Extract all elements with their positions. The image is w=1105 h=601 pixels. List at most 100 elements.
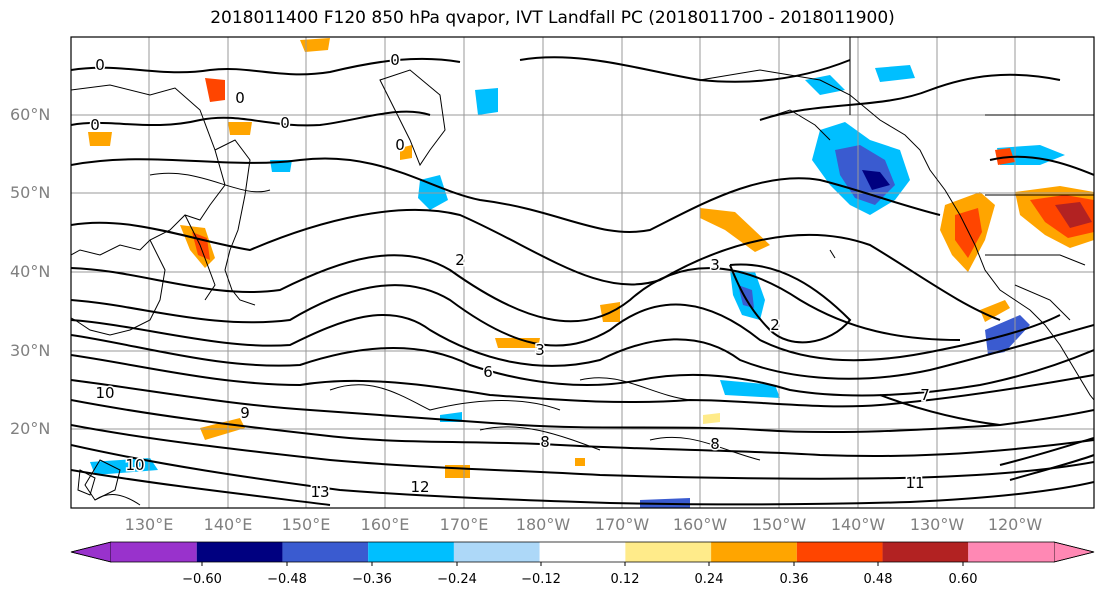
positive-anomaly-patch: [703, 413, 720, 424]
longitude-label: 140°W: [830, 515, 886, 534]
contour-line: [71, 469, 331, 506]
contour-line: [71, 208, 1001, 321]
contour-label: 2: [455, 251, 465, 269]
contour-label: 11: [905, 474, 924, 492]
longitude-label: 170°W: [594, 515, 650, 534]
latitude-label: 60°N: [10, 105, 51, 124]
colorbar-tick-label: −0.60: [182, 572, 222, 587]
negative-anomaly-patch: [90, 458, 158, 475]
longitude-label: 130°E: [124, 515, 174, 534]
contour-line: [329, 384, 561, 411]
contour-label: 9: [240, 404, 250, 422]
latitude-label: 50°N: [10, 183, 51, 202]
colorbar-segment: [196, 542, 283, 562]
latitude-label: 40°N: [10, 262, 51, 281]
contour-line: [71, 314, 1094, 380]
colorbar-tick-label: −0.48: [267, 572, 307, 587]
coastline: [71, 239, 166, 336]
contour-label: 10: [125, 456, 144, 474]
positive-anomaly-patch: [980, 300, 1010, 322]
colorbar-segment: [882, 542, 969, 562]
contour-line: [71, 57, 461, 76]
colorbar-tick-label: −0.36: [352, 572, 392, 587]
map-frame: [70, 36, 1095, 509]
contour-line: [71, 424, 1094, 480]
longitude-label: 160°W: [672, 515, 728, 534]
contour-label: 0: [395, 136, 405, 154]
positive-anomaly-patch: [88, 132, 112, 146]
positive-anomaly-patch: [1055, 202, 1092, 228]
colorbar-outline: [70, 541, 1095, 563]
negative-anomaly-patch: [875, 65, 915, 82]
coastline: [77, 469, 96, 496]
colorbar-segment: [282, 542, 369, 562]
colorbar-extend-high: [1053, 541, 1095, 563]
positive-anomaly-patch: [495, 338, 540, 348]
positive-anomaly-patch: [400, 145, 412, 160]
colorbar-tick-label: 0.48: [863, 572, 893, 587]
contour-line: [71, 399, 1094, 458]
coastline: [985, 254, 1086, 266]
negative-anomaly-patch: [720, 380, 780, 398]
longitude-label: 160°E: [360, 515, 410, 534]
colorbar-segment: [111, 542, 197, 562]
negative-anomaly-patch: [862, 170, 890, 190]
contour-line: [519, 56, 851, 83]
coastline: [699, 69, 1094, 401]
contour-line: [729, 263, 852, 344]
positive-anomaly-patch: [300, 38, 330, 52]
negative-anomaly-patch: [805, 75, 845, 95]
contour-label: 13: [310, 483, 329, 501]
colorbar-segment: [796, 542, 883, 562]
colorbar-extend-low: [70, 541, 112, 563]
colorbar-tick-label: 0.24: [694, 572, 724, 587]
contour-line: [479, 426, 601, 451]
contour-label: 8: [710, 435, 720, 453]
contour-line: [71, 254, 961, 341]
positive-anomaly-patch: [575, 458, 585, 466]
contour-label: 0: [90, 116, 100, 134]
longitude-label: 150°E: [281, 515, 331, 534]
anomaly-shading: [88, 38, 1094, 508]
contour-line: [71, 284, 1061, 362]
contour-label: 0: [280, 114, 290, 132]
contour-line: [649, 436, 761, 461]
contour-line: [1009, 454, 1094, 481]
coastline: [1014, 284, 1071, 321]
contour-label: 3: [710, 256, 720, 274]
contour-label: 3: [535, 341, 545, 359]
contour-line: [71, 157, 941, 234]
longitude-label: 170°E: [439, 515, 489, 534]
coastline: [71, 84, 226, 256]
contour-label: 6: [483, 363, 493, 381]
positive-anomaly-patch: [205, 78, 225, 102]
longitude-label: 120°W: [987, 515, 1043, 534]
contour-label: 7: [920, 386, 930, 404]
contour-line: [759, 73, 1061, 121]
contour-label: 0: [235, 89, 245, 107]
colorbar-segment: [625, 542, 712, 562]
contour-line: [579, 377, 691, 401]
latitude-label: 20°N: [10, 419, 51, 438]
contour-line: [94, 494, 141, 506]
colorbar-tick-label: 0.36: [779, 572, 809, 587]
contour-line: [879, 394, 1001, 426]
contour-line: [71, 379, 1094, 434]
coastline: [184, 214, 216, 301]
colorbar-segment: [968, 542, 1054, 562]
ivt-contours: [71, 56, 1094, 506]
colorbar-tick-label: 0.12: [610, 572, 640, 587]
colorbar-segment: [539, 542, 626, 562]
latitude-label: 30°N: [10, 341, 51, 360]
contour-label: 10: [95, 384, 114, 402]
contour-label: 2: [770, 316, 780, 334]
contour-label: 12: [410, 478, 429, 496]
longitude-label: 180°W: [515, 515, 571, 534]
colorbar-tick-label: −0.12: [521, 572, 561, 587]
contour-line: [989, 155, 1094, 176]
figure-title: 2018011400 F120 850 hPa qvapor, IVT Land…: [210, 8, 895, 28]
contour-line: [71, 110, 431, 127]
contour-line: [999, 437, 1094, 466]
colorbar-tick-label: 0.60: [948, 572, 978, 587]
